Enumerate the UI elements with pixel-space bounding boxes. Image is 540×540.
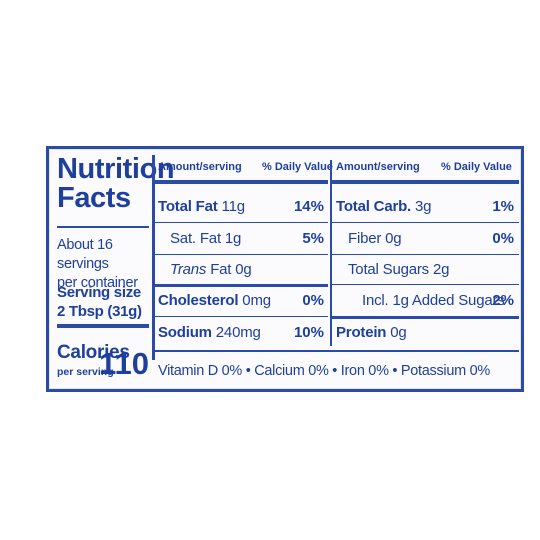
row-dv: 2% <box>492 292 514 309</box>
row-dv: 5% <box>302 230 324 247</box>
column-divider <box>152 155 155 360</box>
nutrition-facts-heading: Nutrition Facts <box>57 153 175 214</box>
row-dv: 10% <box>293 324 324 341</box>
calories-divider <box>57 324 149 328</box>
table-row: Fiber 0g <box>348 230 402 247</box>
servings-line-1: About 16 servings <box>57 237 113 272</box>
row-dv: 0% <box>302 292 324 309</box>
serving-size-line-1: Serving size <box>57 284 141 301</box>
left-header-dv: % Daily Value <box>262 161 333 173</box>
table-row: Sodium 240mg <box>158 324 261 341</box>
table-row: Total Carb. 3g <box>336 198 432 215</box>
row-rule <box>155 284 328 287</box>
calories-sub-label: per serving <box>57 366 114 378</box>
row-rule <box>155 254 328 255</box>
serving-size: Serving size 2 Tbsp (31g) <box>57 283 157 321</box>
table-row: Incl. 1g Added Sugars <box>362 292 505 309</box>
servings-per-container: About 16 servings per container <box>57 236 151 293</box>
row-dv: 1% <box>492 198 514 215</box>
vitamins-line: Vitamin D 0% • Calcium 0% • Iron 0% • Po… <box>158 363 490 379</box>
vitamins-divider <box>155 350 519 352</box>
servings-line-2: per container <box>57 275 138 291</box>
title-line-2: Facts <box>57 182 131 214</box>
table-row: Total Fat 11g <box>158 198 245 215</box>
table-divider <box>330 160 332 346</box>
row-rule <box>155 316 328 317</box>
left-header-amount: Amount/serving <box>158 161 242 173</box>
row-rule <box>155 222 328 223</box>
row-dv: 14% <box>293 198 324 215</box>
table-row: Cholesterol 0mg <box>158 292 271 309</box>
title-line-1: Nutrition <box>57 153 175 185</box>
left-header-rule <box>155 180 328 184</box>
table-row: Sat. Fat 1g <box>170 230 242 247</box>
row-rule <box>332 284 519 285</box>
row-rule <box>332 316 519 319</box>
title-divider <box>57 226 149 228</box>
row-rule <box>332 254 519 255</box>
serving-size-line-2: 2 Tbsp (31g) <box>57 303 142 320</box>
row-dv: 0% <box>492 230 514 247</box>
table-row: Total Sugars 2g <box>348 261 450 278</box>
table-row: Trans Fat 0g <box>170 261 252 278</box>
right-header-rule <box>332 180 519 184</box>
right-header-amount: Amount/serving <box>336 161 420 173</box>
right-header-dv: % Daily Value <box>441 161 512 173</box>
calories-label: Calories <box>57 342 130 363</box>
table-row: Protein 0g <box>336 324 407 341</box>
row-rule <box>332 222 519 223</box>
calories-value: 110 <box>99 346 150 381</box>
